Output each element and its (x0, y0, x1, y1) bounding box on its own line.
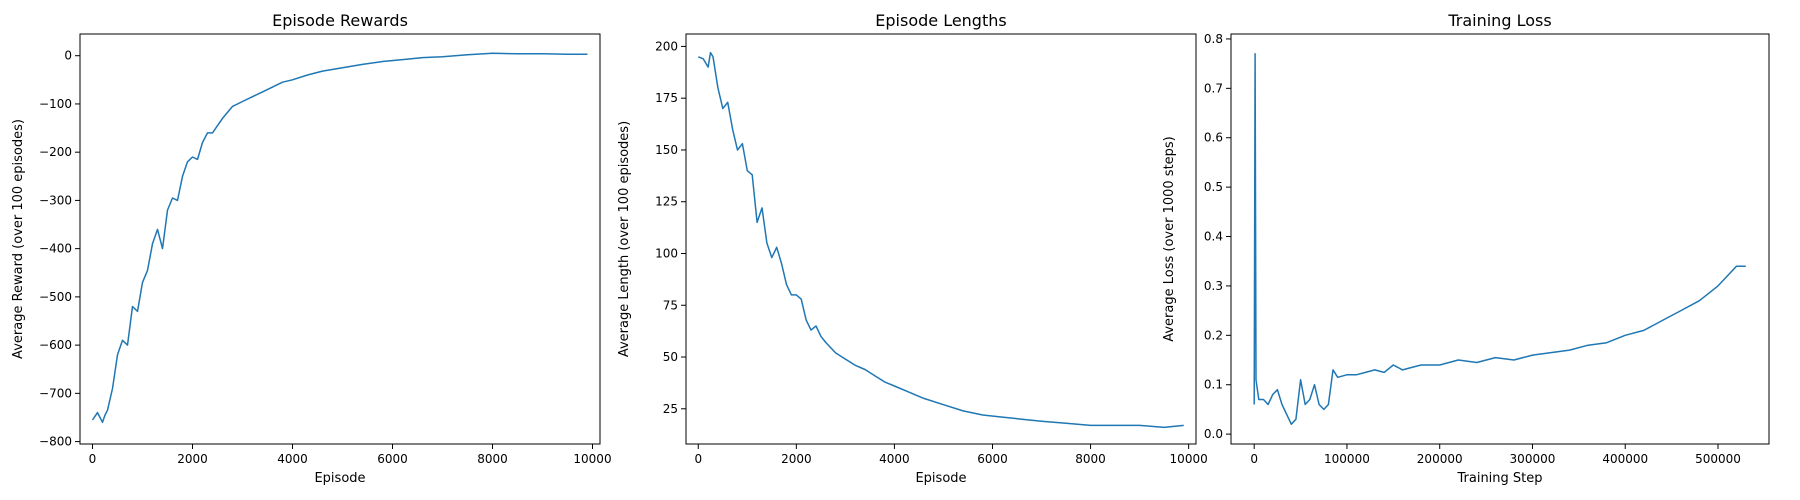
x-tick-label: 400000 (1602, 452, 1648, 466)
y-tick-label: 0.8 (1204, 32, 1223, 46)
plot-frame (1230, 33, 1770, 445)
y-axis-label: Average Reward (over 100 episodes) (11, 119, 26, 359)
chart-title: Episode Lengths (875, 11, 1006, 30)
plot-frame (79, 33, 601, 445)
series-line (698, 51, 1184, 429)
x-tick-label: 4000 (277, 452, 308, 466)
x-tick-label: 100000 (1324, 452, 1370, 466)
y-tick-label: 175 (655, 91, 678, 105)
chart-title: Training Loss (1447, 11, 1551, 30)
y-tick-label: 125 (655, 195, 678, 209)
x-tick-label: 6000 (377, 452, 408, 466)
x-tick-label: 2000 (177, 452, 208, 466)
plot-frame (685, 33, 1197, 445)
x-tick-label: 10000 (1170, 452, 1208, 466)
y-tick-label: 25 (663, 402, 678, 416)
y-tick-label: 200 (655, 39, 678, 53)
chart-panel-2: 0 2000 4000 6000 8000 10000 25 50 75 100 125 150 175… (617, 11, 1208, 486)
y-axis-label: Average Length (over 100 episodes) (617, 121, 632, 357)
y-tick-label: −200 (39, 145, 72, 159)
y-tick-label: −600 (39, 338, 72, 352)
y-tick-label: 150 (655, 143, 678, 157)
y-tick-label: −800 (39, 435, 72, 449)
y-tick-label: −400 (39, 242, 72, 256)
chart-panel-1: 0 2000 4000 6000 8000 10000 −800 −700 −600 −500 −4… (11, 11, 612, 486)
x-axis-label: Training Step (1456, 471, 1542, 486)
series-line (91, 52, 588, 424)
chart-title: Episode Rewards (272, 11, 408, 30)
x-tick-label: 2000 (781, 452, 812, 466)
y-tick-label: 0 (64, 49, 72, 63)
x-tick-label: 6000 (977, 452, 1008, 466)
y-tick-label: 0.6 (1204, 131, 1223, 145)
x-tick-label: 8000 (1075, 452, 1106, 466)
y-tick-label: −500 (39, 290, 72, 304)
x-tick-label: 4000 (879, 452, 910, 466)
x-tick-label: 0 (89, 452, 97, 466)
x-tick-label: 300000 (1510, 452, 1556, 466)
y-tick-label: 0.4 (1204, 230, 1223, 244)
y-tick-label: 0.0 (1204, 427, 1223, 441)
y-tick-label: 0.1 (1204, 378, 1223, 392)
y-tick-label: −100 (39, 97, 72, 111)
y-tick-label: 50 (663, 350, 678, 364)
x-tick-label: 8000 (477, 452, 508, 466)
y-tick-label: −700 (39, 386, 72, 400)
y-tick-label: 100 (655, 246, 678, 260)
chart-panel-3: 0 100000 200000 300000 400000 500000 0.0 0.1 0.2… (1162, 11, 1770, 486)
x-axis-label: Episode (314, 471, 365, 486)
y-tick-label: −300 (39, 193, 72, 207)
x-tick-label: 200000 (1417, 452, 1463, 466)
y-tick-label: 75 (663, 298, 678, 312)
series-line (1253, 53, 1746, 425)
y-axis-label: Average Loss (over 1000 steps) (1162, 136, 1177, 342)
x-tick-label: 10000 (573, 452, 611, 466)
x-axis-label: Episode (915, 471, 966, 486)
y-tick-label: 0.7 (1204, 81, 1223, 95)
x-tick-label: 0 (1250, 452, 1258, 466)
y-tick-label: 0.3 (1204, 279, 1223, 293)
y-tick-label: 0.2 (1204, 328, 1223, 342)
x-tick-label: 500000 (1695, 452, 1741, 466)
y-tick-label: 0.5 (1204, 180, 1223, 194)
x-tick-label: 0 (694, 452, 702, 466)
